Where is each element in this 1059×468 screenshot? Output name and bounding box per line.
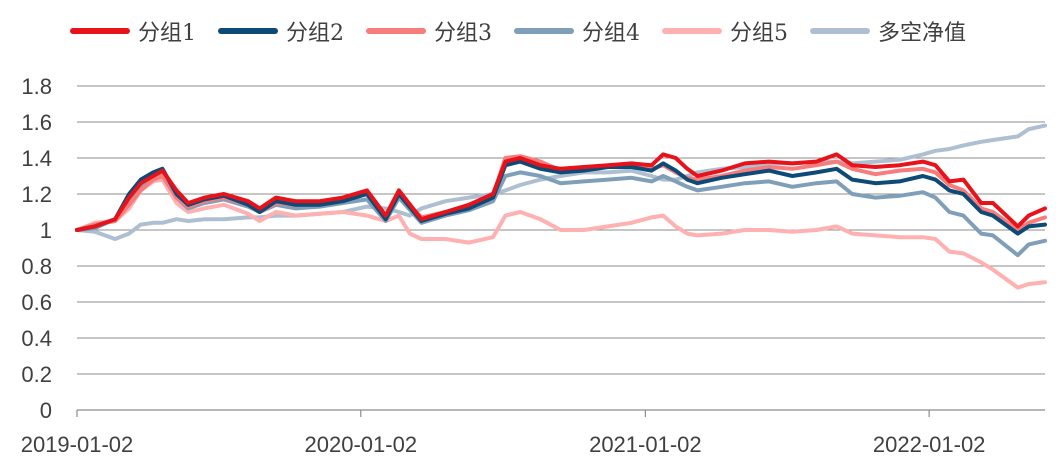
y-tick-label: 1.4 (21, 146, 52, 171)
legend-item: 分组2 (218, 15, 344, 47)
y-tick-label: 0.8 (21, 254, 52, 279)
series-line-1 (75, 152, 1047, 232)
axes: 0 0.2 0.4 0.6 0.8 1 1.2 1.4 1.6 1.8 2019-01-02 2020… (21, 74, 1045, 457)
y-tick-label: 0.2 (21, 362, 52, 387)
legend-swatch (218, 28, 278, 34)
y-tick-label: 0.4 (21, 326, 52, 351)
legend-label: 分组5 (730, 21, 788, 46)
legend-label: 分组2 (286, 21, 344, 46)
legend-item: 多空净值 (810, 15, 966, 47)
series-line-4 (75, 170, 1047, 258)
legend-item: 分组1 (70, 15, 196, 47)
legend-label: 分组4 (582, 21, 640, 46)
legend-swatch (366, 28, 426, 34)
legend-item: 分组3 (366, 15, 492, 47)
x-tick-label: 2021-01-02 (589, 432, 702, 457)
chart-legend: 分组1 分组2 分组3 分组4 分组5 多空净值 (70, 14, 988, 48)
x-tick-label: 2019-01-02 (21, 432, 134, 457)
series-lines (75, 123, 1047, 290)
legend-swatch (514, 28, 574, 34)
series-line-5 (75, 177, 1047, 290)
series-line-6 (75, 123, 1047, 241)
y-tick-label: 0 (40, 398, 52, 423)
y-tick-label: 0.6 (21, 290, 52, 315)
legend-swatch (810, 28, 870, 34)
legend-label: 分组1 (138, 21, 196, 46)
legend-label: 多空净值 (878, 21, 967, 46)
legend-label: 分组3 (434, 21, 492, 46)
y-tick-label: 1.2 (21, 182, 52, 207)
y-tick-label: 1.6 (21, 110, 52, 135)
legend-item: 分组4 (514, 15, 640, 47)
x-tick-label: 2020-01-02 (305, 432, 418, 457)
legend-swatch (662, 28, 722, 34)
legend-swatch (70, 28, 130, 34)
y-tick-label: 1.8 (21, 74, 52, 99)
legend-item: 分组5 (662, 15, 788, 47)
x-tick-label: 2022-01-02 (873, 432, 986, 457)
y-tick-label: 1 (40, 218, 52, 243)
